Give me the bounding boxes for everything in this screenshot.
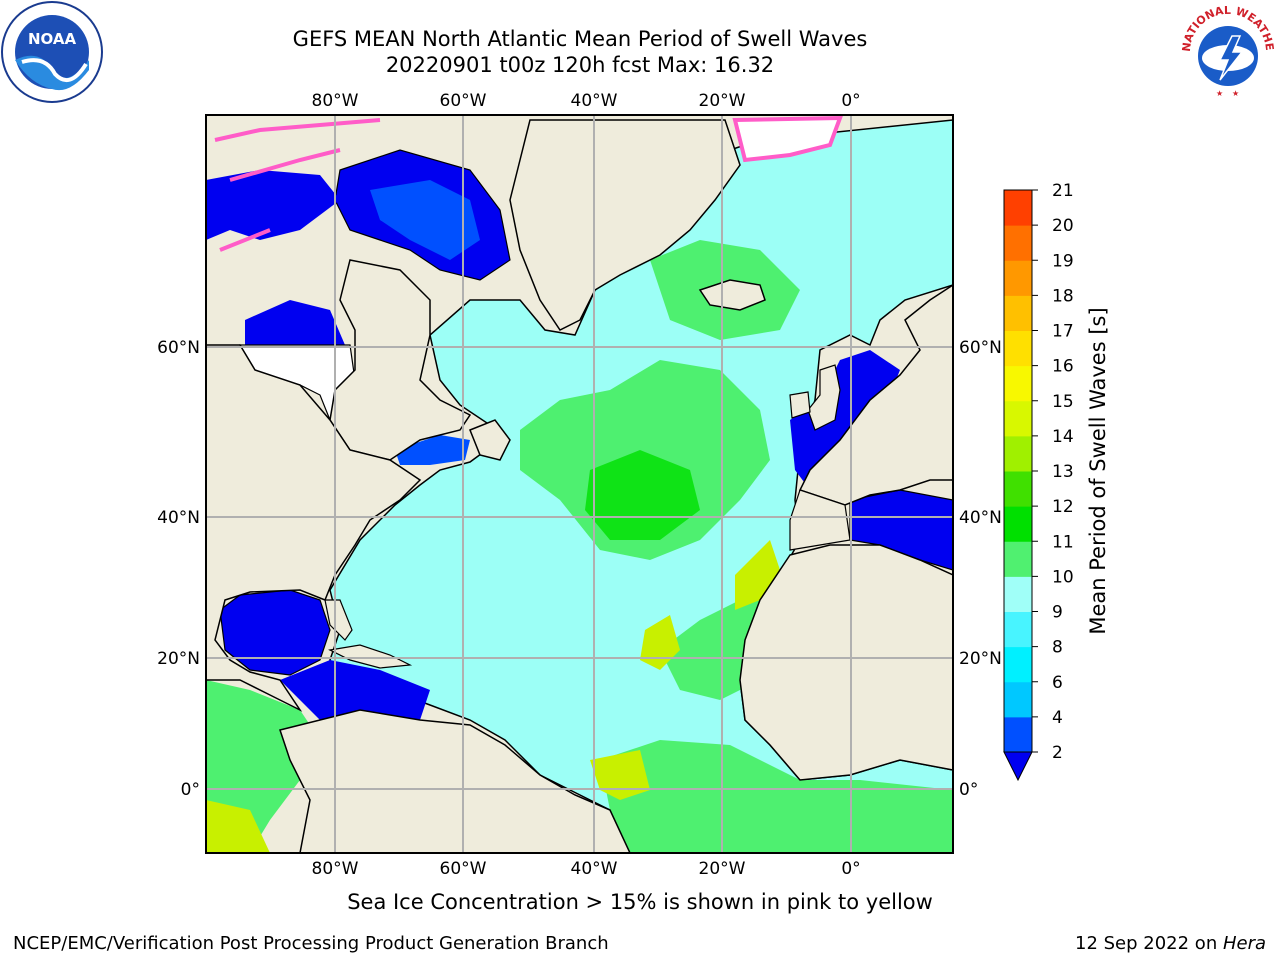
james-bay-swell xyxy=(245,300,345,345)
lat-label-right: 40°N xyxy=(959,508,1002,528)
colorbar-tick-label: 8 xyxy=(1052,638,1063,658)
lat-label-right: 60°N xyxy=(959,338,1002,358)
yellow-swell-canary xyxy=(640,615,680,670)
mediterranean-swell xyxy=(849,489,953,571)
gulf-of-mexico-swell xyxy=(219,589,331,676)
iceland-land xyxy=(698,279,766,311)
colorbar-segment xyxy=(1004,576,1032,612)
lat-label-left: 0° xyxy=(181,780,200,800)
colorbar-segment xyxy=(1004,646,1032,683)
colorbar-label: Mean Period of Swell Waves [s] xyxy=(1086,307,1110,634)
colorbar-tick-label: 16 xyxy=(1052,357,1074,377)
caribbean-swell xyxy=(280,660,430,720)
colorbar-segment xyxy=(1004,225,1032,261)
lon-label-top: 80°W xyxy=(312,91,359,111)
great-britain-land xyxy=(807,364,841,431)
svg-text:NOAA: NOAA xyxy=(28,30,77,48)
lon-label-bottom: 80°W xyxy=(312,859,359,879)
lat-label-left: 20°N xyxy=(157,649,200,669)
noaa-logo: NOAA xyxy=(1,1,103,103)
footer-host: Hera xyxy=(1222,933,1266,954)
map-frame xyxy=(205,114,954,854)
lon-label-bottom: 20°W xyxy=(699,859,746,879)
footer-date-text: 12 Sep 2022 on xyxy=(1075,933,1223,954)
colorbar-tick-label: 12 xyxy=(1052,497,1074,517)
colorbar-segment xyxy=(1004,716,1032,753)
lon-label-bottom: 0° xyxy=(841,859,860,879)
ireland-land xyxy=(789,391,811,419)
colorbar-tick-label: 17 xyxy=(1052,322,1074,342)
colorbar-segment xyxy=(1004,541,1032,577)
map-title-line1: GEFS MEAN North Atlantic Mean Period of … xyxy=(292,27,868,51)
colorbar-tick-label: 15 xyxy=(1052,392,1074,412)
colorbar: 2 4 6 8 9 10 11 12 13 14 15 16 17 18 19 20 21 xyxy=(1003,181,1074,782)
yellow-swell-iberia xyxy=(735,540,780,610)
colorbar-segment xyxy=(1004,330,1032,367)
lon-labels-bottom: 80°W 60°W 40°W 20°W 0° xyxy=(312,859,861,879)
lon-label-top: 0° xyxy=(841,91,860,111)
colorbar-tick-label: 11 xyxy=(1052,532,1074,552)
lat-label-right: 20°N xyxy=(959,649,1002,669)
nws-logo: NATIONAL WEATHER SERVICE ★ ★ xyxy=(1176,0,1277,101)
gulf-st-lawrence-swell xyxy=(395,435,470,465)
lon-label-bottom: 60°W xyxy=(440,859,487,879)
map-title-line2: 20220901 t00z 120h fcst Max: 16.32 xyxy=(385,53,775,77)
map-content xyxy=(206,115,953,853)
cuba-land xyxy=(328,644,413,669)
graticule xyxy=(206,115,953,853)
colorbar-segment xyxy=(1004,681,1032,718)
south-atlantic-swell xyxy=(600,740,953,853)
colorbar-segment xyxy=(1004,471,1032,507)
south-atlantic-yellow xyxy=(590,750,650,800)
colorbar-segment xyxy=(1004,435,1032,472)
north-sea-swell xyxy=(790,350,900,490)
lon-label-bottom: 40°W xyxy=(571,859,618,879)
colorbar-tick-label: 18 xyxy=(1052,286,1074,306)
colorbar-segment xyxy=(1004,611,1032,648)
colorbar-extend-arrow xyxy=(1003,751,1033,782)
lon-labels-top: 80°W 60°W 40°W 20°W 0° xyxy=(312,91,861,111)
colorbar-tick-label: 20 xyxy=(1052,216,1074,236)
colorbar-tick-label: 19 xyxy=(1052,251,1074,271)
colorbar-tick-label: 13 xyxy=(1052,462,1074,482)
footer-date: 12 Sep 2022 on Hera xyxy=(1075,933,1266,954)
colorbar-tick-label: 21 xyxy=(1052,181,1074,201)
sea-ice-note: Sea Ice Concentration > 15% is shown in … xyxy=(347,890,933,914)
lon-label-top: 40°W xyxy=(571,91,618,111)
lat-labels-left: 60°N 40°N 20°N 0° xyxy=(157,338,200,800)
colorbar-tick-label: 4 xyxy=(1052,708,1063,728)
hudson-bay-inner xyxy=(370,180,480,260)
lon-label-top: 60°W xyxy=(440,91,487,111)
colorbar-tick-label: 2 xyxy=(1052,743,1063,763)
colorbar-segment xyxy=(1004,260,1032,296)
labrador-land xyxy=(329,259,472,461)
lon-label-top: 20°W xyxy=(699,91,746,111)
colorbar-tick-label: 10 xyxy=(1052,567,1074,587)
iberia-land xyxy=(789,489,851,551)
colorbar-segment xyxy=(1004,295,1032,331)
sea-ice-greenland xyxy=(732,115,843,163)
colorbar-segment xyxy=(1004,190,1032,226)
lat-label-left: 40°N xyxy=(157,508,200,528)
newfoundland-land xyxy=(469,419,511,461)
colorbar-tick-label: 6 xyxy=(1052,673,1063,693)
lat-label-left: 60°N xyxy=(157,338,200,358)
footer-credit: NCEP/EMC/Verification Post Processing Pr… xyxy=(13,933,609,954)
colorbar-segment xyxy=(1004,506,1032,542)
svg-text:★: ★ xyxy=(1232,89,1239,98)
lat-labels-right: 60°N 40°N 20°N 0° xyxy=(959,338,1002,800)
lat-label-right: 0° xyxy=(959,780,978,800)
colorbar-segment xyxy=(1004,365,1032,402)
florida-land xyxy=(324,599,353,641)
colorbar-tick-label: 9 xyxy=(1052,603,1063,623)
arctic-channels-swell xyxy=(206,170,340,240)
svg-text:★: ★ xyxy=(1216,89,1223,98)
europe-land xyxy=(798,284,953,506)
sea-ice-arctic-channels xyxy=(214,118,381,252)
pacific-swell-yellow xyxy=(206,800,270,853)
south-america-land xyxy=(279,709,631,853)
colorbar-tick-label: 14 xyxy=(1052,427,1074,447)
colorbar-segment xyxy=(1004,400,1032,437)
